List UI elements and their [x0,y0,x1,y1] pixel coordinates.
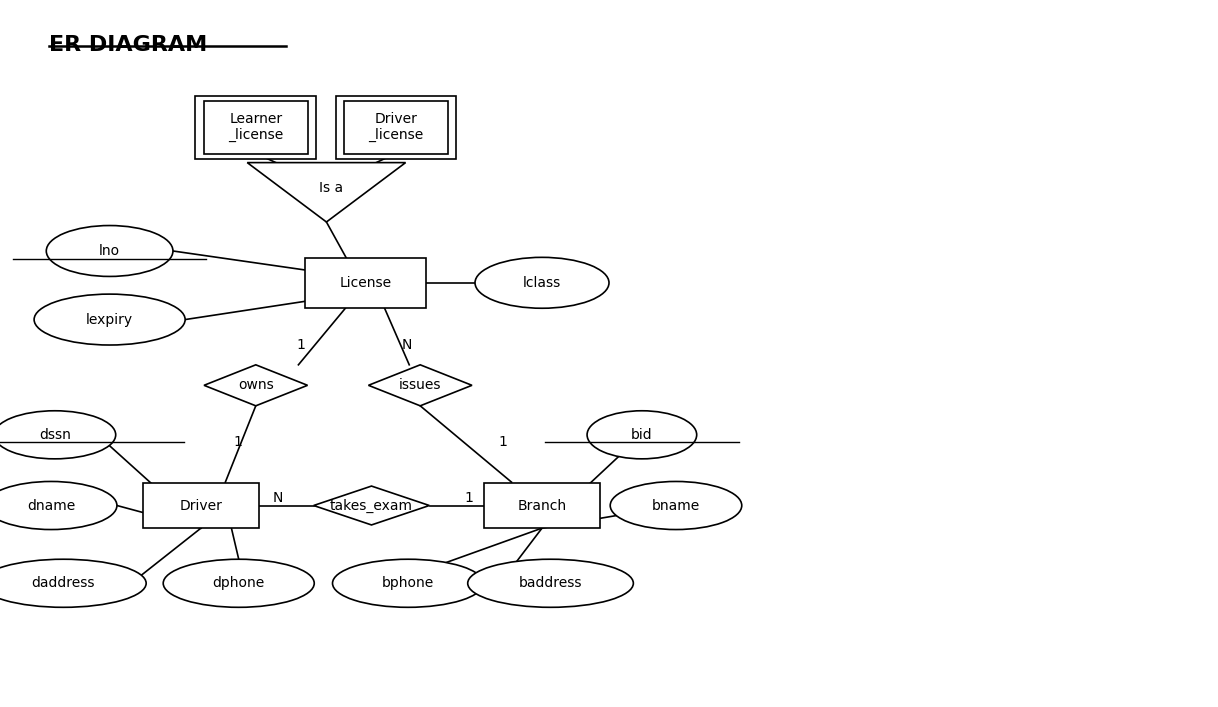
Text: N: N [402,338,412,352]
Bar [144,483,259,529]
Polygon shape [368,365,471,406]
Text: License: License [340,276,391,290]
Text: owns: owns [238,378,274,392]
Text: 1: 1 [464,491,474,506]
Bar [485,483,599,529]
Text: 1: 1 [233,435,242,449]
Text: Driver: Driver [179,498,223,513]
Text: issues: issues [400,378,441,392]
Ellipse shape [468,559,633,607]
Text: 1: 1 [498,435,508,449]
Bar [336,95,457,158]
Text: takes_exam: takes_exam [330,498,413,513]
Text: Is a: Is a [319,181,343,195]
Text: lexpiry: lexpiry [86,312,133,327]
Text: bid: bid [631,428,653,442]
Text: 1: 1 [296,338,306,352]
Ellipse shape [34,294,185,345]
Ellipse shape [333,559,484,607]
Bar [345,101,448,154]
Text: Learner
_license: Learner _license [228,112,284,142]
Polygon shape [203,365,307,406]
Text: lclass: lclass [523,276,561,290]
Polygon shape [247,163,406,222]
Text: dssn: dssn [39,428,71,442]
Text: lno: lno [99,244,121,258]
Polygon shape [314,486,429,525]
Text: Branch: Branch [518,498,566,513]
Ellipse shape [475,257,609,308]
Ellipse shape [587,411,697,459]
Bar [195,95,315,158]
Text: dphone: dphone [213,576,264,590]
Text: bname: bname [652,498,700,513]
Text: daddress: daddress [32,576,95,590]
Ellipse shape [0,481,117,530]
Ellipse shape [0,559,146,607]
Ellipse shape [163,559,314,607]
Text: bphone: bphone [382,576,434,590]
Text: N: N [273,491,283,506]
Text: baddress: baddress [519,576,582,590]
Ellipse shape [0,411,116,459]
Text: dname: dname [27,498,76,513]
Ellipse shape [610,481,742,530]
Bar [304,258,426,308]
Bar [203,101,307,154]
Ellipse shape [46,226,173,276]
Text: Driver
_license: Driver _license [368,112,424,142]
Text: ER DIAGRAM: ER DIAGRAM [49,35,207,55]
